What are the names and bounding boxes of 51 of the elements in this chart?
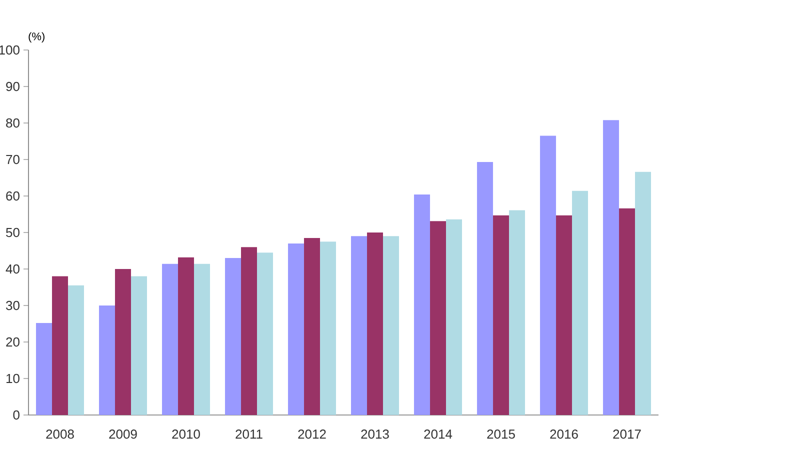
- y-tick-label: 20: [6, 337, 20, 347]
- bar: [383, 236, 400, 415]
- y-tick-label: 80: [6, 118, 20, 128]
- bar: [572, 190, 588, 415]
- x-tick-label: 2009: [109, 430, 137, 439]
- y-tick-label: 0: [13, 410, 20, 420]
- bar: [493, 215, 510, 415]
- bar: [603, 120, 620, 415]
- x-tick-label: 2010: [172, 430, 200, 439]
- x-tick-label: 2017: [613, 430, 641, 439]
- bar: [225, 258, 242, 415]
- x-tick-label: 2011: [236, 430, 262, 439]
- bar: [99, 306, 116, 415]
- bar: [509, 210, 526, 415]
- y-tick-label: 60: [6, 191, 20, 201]
- bar: [619, 208, 636, 415]
- x-tick-label: 2012: [298, 430, 326, 439]
- bar: [320, 242, 336, 415]
- bar: [367, 232, 384, 415]
- y-tick-label: 40: [6, 264, 20, 274]
- bar: [635, 172, 652, 415]
- bar: [131, 276, 148, 415]
- x-tick-label: 2008: [46, 430, 74, 439]
- bar: [477, 162, 494, 415]
- x-tick-label: 2015: [487, 430, 515, 439]
- bar: [178, 257, 194, 415]
- x-tick-label: 2016: [550, 430, 578, 439]
- bar: [351, 236, 368, 415]
- y-tick-label: 70: [6, 154, 20, 164]
- y-tick-label: 10: [6, 374, 20, 384]
- bar: [241, 247, 258, 415]
- bar: [288, 243, 304, 415]
- bar: [556, 215, 572, 415]
- bar: [304, 238, 320, 415]
- bar: [194, 264, 210, 415]
- bar: [68, 285, 84, 415]
- bar: [414, 194, 430, 415]
- y-axis-title: (%): [28, 32, 44, 42]
- bar: [257, 252, 274, 415]
- bar: [446, 219, 462, 415]
- y-tick-label: 90: [6, 82, 20, 92]
- bar: [52, 276, 68, 415]
- bar: [115, 269, 132, 415]
- bar: [162, 264, 178, 415]
- bar: [430, 221, 446, 415]
- y-tick-label: 50: [6, 228, 20, 238]
- x-tick-label: 2014: [424, 430, 452, 439]
- bar: [540, 136, 556, 415]
- bar: [36, 323, 52, 415]
- x-tick-label: 2013: [361, 430, 389, 439]
- y-tick-label: 30: [6, 300, 20, 310]
